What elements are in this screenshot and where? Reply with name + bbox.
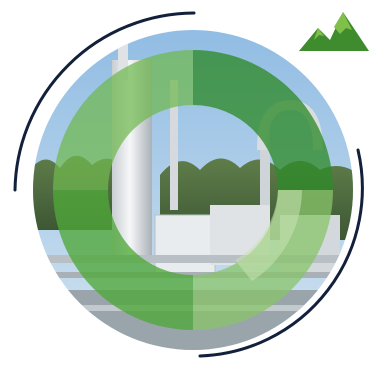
ring-segment-top-left [53,50,193,190]
container [154,214,216,276]
green-ring [53,50,333,330]
ring-segment-top-right [193,50,333,190]
pipe-run [40,255,340,263]
ring-segment-bottom-left [53,190,193,330]
mountain-logo-icon [299,12,369,51]
ring-highlight-right [235,190,302,281]
chimney [170,80,178,210]
outer-arc-left [13,11,196,192]
outer-arc-right [198,148,364,358]
chimney-right [260,120,270,240]
